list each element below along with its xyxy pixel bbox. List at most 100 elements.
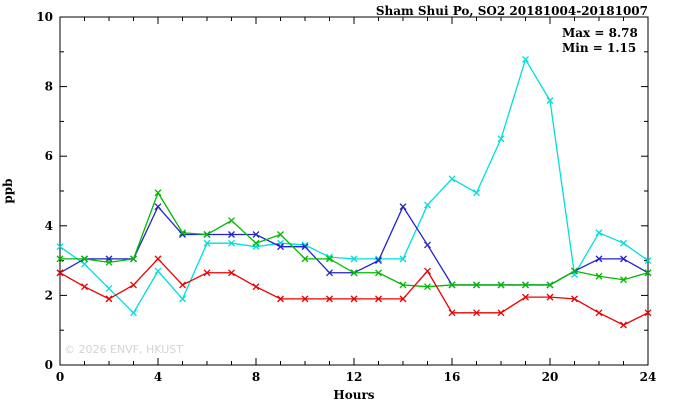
series-blue-marker [277, 243, 284, 251]
series-green-marker [277, 231, 284, 238]
series-red-marker [522, 293, 529, 301]
min-value-label: Min = 1.15 [562, 41, 637, 55]
x-tick-label: 20 [542, 370, 559, 384]
series-red-marker [56, 269, 64, 277]
y-tick-label: 6 [45, 149, 53, 163]
series-red-marker [228, 269, 235, 277]
series-blue [56, 203, 652, 289]
series-cyan-marker [644, 257, 652, 265]
max-min-annotation: Max = 8.78 Min = 1.15 [562, 26, 638, 56]
series-green-marker [497, 281, 505, 289]
series-red-marker [154, 255, 162, 263]
series-green-marker [448, 281, 456, 289]
x-axis-label: Hours [333, 388, 375, 402]
series-red-marker [350, 295, 358, 303]
series-green-marker [399, 281, 407, 289]
series-blue-marker [252, 231, 260, 238]
series-red-marker [81, 283, 88, 291]
axis-ticks [59, 16, 649, 366]
series-cyan-marker [179, 295, 186, 303]
series-cyan-marker [595, 229, 603, 237]
series-blue-marker [228, 231, 235, 238]
series-cyan-marker [105, 284, 113, 292]
series-red-marker [277, 295, 284, 303]
series-cyan-marker [228, 239, 235, 247]
series-blue-marker [424, 241, 431, 249]
plot-frame [59, 16, 649, 366]
series-green-marker [644, 269, 652, 277]
series-cyan-marker [350, 255, 358, 263]
series-blue-marker [326, 269, 333, 277]
series-cyan [56, 55, 652, 317]
series-blue-marker [301, 243, 309, 251]
watermark: © 2026 ENVF, HKUST [64, 343, 183, 356]
series-green-marker [81, 255, 88, 263]
series-red-marker [203, 269, 211, 277]
series-red-marker [571, 295, 578, 303]
series-red-marker [399, 295, 407, 303]
x-tick-label: 8 [252, 370, 260, 384]
series-blue-marker [595, 255, 603, 263]
series-cyan-marker [473, 189, 480, 197]
chart-title: Sham Shui Po, SO2 20181004-20181007 [375, 4, 648, 18]
series-green-marker [301, 255, 309, 263]
series-red-marker [546, 293, 554, 301]
y-tick-label: 0 [45, 358, 53, 372]
series-green-marker [424, 283, 431, 291]
series-cyan-marker [203, 239, 211, 247]
series-red-marker [497, 309, 505, 317]
series-red-marker [130, 281, 137, 289]
series-green-marker [130, 255, 137, 263]
series-red [56, 255, 652, 329]
y-tick-label: 10 [36, 10, 53, 24]
series-green-marker [620, 276, 627, 284]
series-green-marker [179, 229, 186, 237]
series-red-marker [620, 321, 627, 329]
series-blue-marker [154, 203, 162, 211]
series-green-marker [228, 217, 235, 225]
x-tick-label: 0 [56, 370, 64, 384]
series-red-marker [644, 309, 652, 317]
series-green-marker [375, 269, 382, 277]
series-green-marker [252, 239, 260, 247]
series-red-marker [424, 267, 431, 275]
series-blue-marker [399, 203, 407, 211]
x-tick-label: 16 [444, 370, 461, 384]
series-green-marker [473, 281, 480, 289]
series-green-marker [595, 272, 603, 280]
max-value-label: Max = 8.78 [562, 26, 638, 40]
series-cyan-marker [154, 267, 162, 275]
series-blue-marker [620, 255, 627, 263]
series-green-marker [326, 255, 333, 263]
series-cyan-marker [522, 55, 529, 63]
x-tick-label: 24 [640, 370, 657, 384]
series-green-marker [56, 255, 64, 263]
x-tick-label: 12 [346, 370, 363, 384]
series-red-marker [473, 309, 480, 317]
series-cyan-marker [424, 201, 431, 209]
series-red-marker [179, 281, 186, 289]
series-green-marker [546, 281, 554, 289]
series-red-line [59, 257, 649, 326]
series-red-marker [375, 295, 382, 303]
series-red-marker [326, 295, 333, 303]
y-tick-label: 4 [45, 219, 53, 233]
x-tick-label: 4 [154, 370, 162, 384]
series-cyan-marker [399, 255, 407, 263]
series-red-marker [301, 295, 309, 303]
series-green-marker [154, 189, 162, 197]
series-green-marker [571, 267, 578, 275]
series-cyan-marker [620, 239, 627, 247]
series-red-marker [105, 295, 113, 303]
series-green-marker [522, 281, 529, 289]
series-cyan-line [59, 57, 649, 314]
series-blue-marker [375, 257, 382, 265]
series-cyan-marker [81, 260, 88, 268]
y-tick-label: 8 [45, 80, 53, 94]
y-tick-label: 2 [45, 288, 53, 302]
series-red-marker [595, 309, 603, 317]
series-green-marker [203, 231, 211, 238]
series-green-marker [105, 258, 113, 266]
